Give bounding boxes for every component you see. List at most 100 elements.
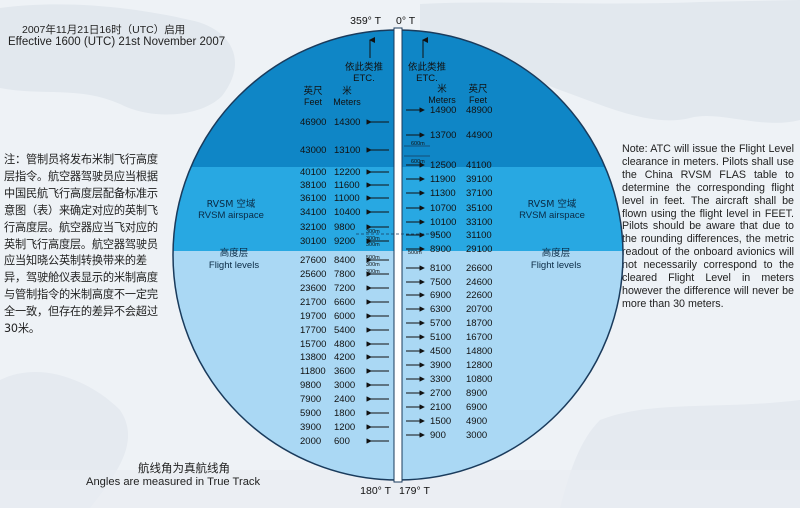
level-meters: 6000 bbox=[334, 311, 355, 322]
eastbound-level-row: 6300 20700 bbox=[406, 304, 492, 315]
level-meters: 8100 bbox=[430, 263, 451, 274]
separation-label-300-a: 300m bbox=[366, 229, 380, 235]
eastbound-level-row: 6900 22600 bbox=[406, 290, 492, 301]
level-meters: 2700 bbox=[430, 388, 451, 399]
level-feet: 13800 bbox=[300, 352, 326, 363]
level-meters: 11900 bbox=[430, 174, 456, 185]
level-feet: 10800 bbox=[466, 374, 492, 385]
level-meters: 2400 bbox=[334, 394, 355, 405]
separation-label-300-e: 300m bbox=[366, 269, 380, 275]
header-left-feet-cn: 英尺 bbox=[303, 85, 323, 97]
level-feet: 34100 bbox=[300, 207, 326, 218]
footer-note-en: Angles are measured in True Track bbox=[86, 476, 261, 488]
level-meters: 14300 bbox=[334, 117, 360, 128]
etc-label-right-cn: 依此类推 bbox=[408, 61, 447, 73]
eastbound-level-row: 13700 44900 bbox=[406, 130, 492, 141]
level-feet: 48900 bbox=[466, 105, 492, 116]
track-divider bbox=[393, 27, 403, 483]
level-feet: 36100 bbox=[300, 193, 326, 204]
westbound-level-row: 27600 8400 bbox=[300, 255, 389, 266]
level-meters: 3900 bbox=[430, 360, 451, 371]
eastbound-level-row: 7500 24600 bbox=[406, 277, 492, 288]
etc-label-left-cn: 依此类推 bbox=[345, 61, 384, 73]
westbound-level-row: 13800 4200 bbox=[300, 352, 389, 363]
eastbound-level-row: 3300 10800 bbox=[406, 374, 492, 385]
level-feet: 26600 bbox=[466, 263, 492, 274]
eastbound-level-row: 3900 12800 bbox=[406, 360, 492, 371]
separation-label-300-c: 300m bbox=[366, 242, 380, 248]
footer-note-cn: 航线角为真航线角 bbox=[138, 461, 230, 475]
fl-label-right-cn: 高度层 bbox=[542, 247, 571, 259]
westbound-level-row: 46900 14300 bbox=[300, 117, 389, 128]
eastbound-level-row: 5700 18700 bbox=[406, 318, 492, 329]
level-meters: 5100 bbox=[430, 332, 451, 343]
eastbound-level-row: 8100 26600 bbox=[406, 263, 492, 274]
compass-north-right: 0° T bbox=[396, 15, 416, 27]
level-feet: 6900 bbox=[466, 402, 487, 413]
level-feet: 44900 bbox=[466, 130, 492, 141]
westbound-level-row: 25600 7800 bbox=[300, 269, 389, 280]
level-meters: 12500 bbox=[430, 160, 456, 171]
level-feet: 46900 bbox=[300, 117, 326, 128]
westbound-level-row: 40100 12200 bbox=[300, 167, 389, 178]
westbound-level-row: 5900 1800 bbox=[300, 408, 389, 419]
level-feet: 41100 bbox=[466, 160, 492, 171]
level-feet: 17700 bbox=[300, 325, 326, 336]
level-feet: 32100 bbox=[300, 222, 326, 233]
separation-label-300-d: 300m bbox=[366, 262, 380, 268]
level-meters: 3300 bbox=[430, 374, 451, 385]
separation-label-600-lower: 600m bbox=[411, 159, 425, 165]
level-meters: 1200 bbox=[334, 422, 355, 433]
level-feet: 29100 bbox=[466, 244, 492, 255]
westbound-level-row: 7900 2400 bbox=[300, 394, 389, 405]
separation-label-500-b: 500m bbox=[408, 250, 422, 256]
westbound-level-row: 11800 3600 bbox=[300, 366, 389, 377]
level-feet: 39100 bbox=[466, 174, 492, 185]
compass-south-left: 180° T bbox=[360, 485, 391, 497]
level-meters: 900 bbox=[430, 430, 446, 441]
level-meters: 8900 bbox=[430, 244, 451, 255]
level-meters: 4800 bbox=[334, 339, 355, 350]
level-meters: 12200 bbox=[334, 167, 360, 178]
header-right-meters-en: Meters bbox=[428, 95, 456, 105]
header-left-feet-en: Feet bbox=[304, 97, 323, 107]
level-meters: 9500 bbox=[430, 230, 451, 241]
eastbound-level-row: 10100 33100 bbox=[406, 217, 492, 228]
level-meters: 3000 bbox=[334, 380, 355, 391]
level-feet: 24600 bbox=[466, 277, 492, 288]
level-meters: 5400 bbox=[334, 325, 355, 336]
level-meters: 13700 bbox=[430, 130, 456, 141]
etc-label-right-en: ETC. bbox=[416, 73, 438, 84]
westbound-level-row: 38100 11600 bbox=[300, 180, 389, 191]
westbound-level-row: 43000 13100 bbox=[300, 145, 389, 156]
eastbound-level-row: 14900 48900 bbox=[406, 105, 492, 116]
eastbound-level-row: 900 3000 bbox=[406, 430, 487, 441]
level-meters: 11600 bbox=[334, 180, 360, 191]
rvsm-label-right-en: RVSM airspace bbox=[519, 210, 585, 221]
level-meters: 7500 bbox=[430, 277, 451, 288]
effective-date-en: Effective 1600 (UTC) 21st November 2007 bbox=[8, 36, 226, 48]
separation-label-300-b: 300m bbox=[366, 236, 380, 242]
fl-label-right-en: Flight levels bbox=[531, 260, 581, 271]
eastbound-level-row: 5100 16700 bbox=[406, 332, 492, 343]
level-feet: 16700 bbox=[466, 332, 492, 343]
level-meters: 7200 bbox=[334, 283, 355, 294]
level-feet: 2000 bbox=[300, 436, 321, 447]
level-meters: 1800 bbox=[334, 408, 355, 419]
level-feet: 5900 bbox=[300, 408, 321, 419]
fl-label-left-en: Flight levels bbox=[209, 260, 259, 271]
level-meters: 13100 bbox=[334, 145, 360, 156]
westbound-levels: 46900 14300 43000 13100 40100 12200 38100 11600… bbox=[300, 117, 389, 447]
level-feet: 27600 bbox=[300, 255, 326, 266]
westbound-level-row: 3900 1200 bbox=[300, 422, 389, 433]
level-meters: 10400 bbox=[334, 207, 360, 218]
level-meters: 8400 bbox=[334, 255, 355, 266]
level-meters: 6900 bbox=[430, 290, 451, 301]
level-meters: 5700 bbox=[430, 318, 451, 329]
level-feet: 20700 bbox=[466, 304, 492, 315]
level-feet: 40100 bbox=[300, 167, 326, 178]
eastbound-level-row: 8900 29100 bbox=[406, 244, 492, 255]
level-meters: 10700 bbox=[430, 203, 456, 214]
etc-label-left-en: ETC. bbox=[353, 73, 375, 84]
level-meters: 14900 bbox=[430, 105, 456, 116]
